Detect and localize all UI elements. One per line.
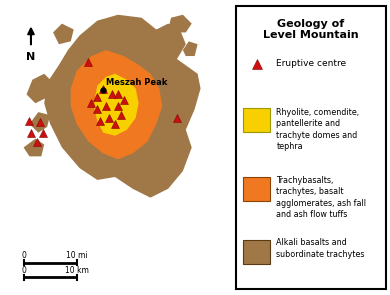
- Text: Alkali basalts and
subordinate trachytes: Alkali basalts and subordinate trachytes: [277, 238, 365, 259]
- Text: Trachybasalts,
trachytes, basalt
agglomerates, ash fall
and ash flow tuffs: Trachybasalts, trachytes, basalt agglome…: [277, 176, 367, 219]
- Text: 0: 0: [21, 251, 26, 260]
- Polygon shape: [168, 15, 192, 32]
- FancyBboxPatch shape: [236, 6, 386, 289]
- FancyBboxPatch shape: [243, 108, 271, 132]
- Text: 10 mi: 10 mi: [66, 251, 87, 260]
- FancyBboxPatch shape: [243, 177, 271, 201]
- Text: 0: 0: [21, 266, 26, 275]
- Text: 10 km: 10 km: [65, 266, 89, 275]
- Polygon shape: [183, 41, 198, 56]
- Text: N: N: [26, 52, 35, 62]
- Polygon shape: [53, 24, 74, 44]
- Polygon shape: [44, 15, 200, 198]
- Polygon shape: [94, 74, 138, 136]
- Text: Meszah Peak: Meszah Peak: [106, 78, 168, 87]
- Text: Rhyolite, comendite,
pantellerite and
trachyte domes and
tephra: Rhyolite, comendite, pantellerite and tr…: [277, 108, 360, 151]
- Text: Geology of
Level Mountain: Geology of Level Mountain: [263, 19, 359, 40]
- Polygon shape: [23, 139, 44, 156]
- Polygon shape: [30, 112, 50, 133]
- Polygon shape: [71, 50, 162, 159]
- FancyBboxPatch shape: [243, 240, 271, 264]
- Polygon shape: [27, 74, 53, 103]
- Text: Eruptive centre: Eruptive centre: [277, 60, 347, 68]
